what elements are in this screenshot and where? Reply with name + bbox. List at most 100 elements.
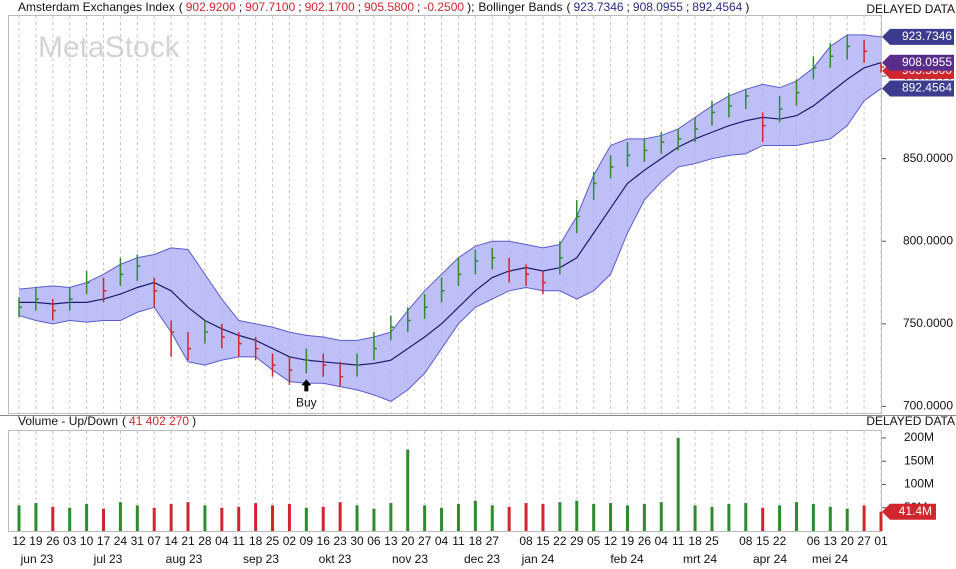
volume-bar	[592, 504, 596, 531]
x-tick-label: 07	[148, 534, 162, 548]
volume-bar	[828, 506, 832, 531]
title-value: 907.7100	[245, 0, 295, 14]
volume-bar	[490, 505, 494, 531]
x-tick-label: 18	[249, 534, 263, 548]
x-tick-label: 11	[232, 534, 245, 548]
title-value: 41 402 270	[129, 414, 189, 428]
volume-bar	[338, 502, 342, 531]
x-tick-label: 24	[114, 534, 128, 548]
x-tick-label: 11	[672, 534, 685, 548]
separator: ;	[686, 0, 689, 14]
volume-bar	[862, 505, 866, 531]
x-tick-label: 27	[486, 534, 500, 548]
watermark: MetaStock	[38, 31, 181, 64]
panel-title: Volume - Up/Down (41 402 270)	[18, 414, 196, 428]
x-tick-label: 21	[181, 534, 195, 548]
x-tick-label: 16	[317, 534, 331, 548]
volume-bar	[135, 505, 139, 531]
x-tick-label: 04	[655, 534, 669, 548]
month-label: dec 23	[464, 552, 500, 566]
x-tick-label: 11	[452, 534, 465, 548]
volume-bar	[118, 502, 122, 531]
x-tick-label: 23	[333, 534, 347, 548]
volume-bar	[727, 504, 731, 531]
x-tick-label: 19	[29, 534, 43, 548]
separator: ;	[298, 0, 301, 14]
y-tick-label: 750.0000	[903, 316, 953, 330]
volume-bar	[524, 503, 528, 531]
volume-bar	[321, 506, 325, 531]
x-tick-label: 20	[401, 534, 415, 548]
x-tick-label: 18	[688, 534, 702, 548]
month-label: mrt 24	[683, 552, 717, 566]
y-tick-label: 700.0000	[903, 399, 953, 413]
volume-bar	[51, 506, 55, 531]
volume-bar	[68, 507, 72, 531]
volume-bar	[34, 503, 38, 531]
volume-bar	[794, 502, 798, 531]
volume-bar	[659, 502, 663, 531]
volume-bar	[17, 505, 21, 531]
separator: ;	[471, 0, 474, 14]
month-label: feb 24	[610, 552, 644, 566]
value-tag	[882, 54, 954, 71]
x-tick-label: 22	[773, 534, 787, 548]
paren: )	[192, 414, 196, 428]
title-value: -0.2500	[423, 0, 464, 14]
x-tick-label: 09	[300, 534, 314, 548]
month-label: jan 24	[521, 552, 555, 566]
x-tick-label: 03	[63, 534, 77, 548]
volume-bar	[271, 505, 275, 531]
volume-bar	[220, 507, 224, 531]
volume-bar	[254, 503, 258, 531]
value-tag-label: 923.7346	[902, 29, 952, 43]
x-tick-label: 17	[97, 534, 111, 548]
delayed-label: DELAYED DATA	[866, 414, 955, 428]
volume-bar	[473, 500, 477, 531]
volume-bar	[456, 504, 460, 531]
volume-bar	[169, 504, 173, 531]
x-tick-label: 08	[739, 534, 753, 548]
paren: (	[566, 0, 570, 14]
volume-bar	[558, 502, 562, 531]
x-tick-label: 25	[705, 534, 719, 548]
y-tick-label: 150M	[904, 453, 934, 467]
volume-bar	[440, 507, 444, 531]
volume-bar	[625, 505, 629, 531]
month-label: sep 23	[243, 552, 279, 566]
panel-title: Amsterdam Exchanges Index(902.9200; 907.7…	[18, 0, 749, 14]
title-value: 902.9200	[186, 0, 236, 14]
title-text: Volume - Up/Down	[18, 414, 118, 428]
title-value: 923.7346	[573, 0, 623, 14]
x-tick-label: 15	[756, 534, 770, 548]
volume-bar	[355, 505, 359, 531]
band-area	[19, 34, 881, 402]
annotation-arrow	[301, 379, 312, 392]
title-value: 902.1700	[305, 0, 355, 14]
separator: ;	[627, 0, 630, 14]
volume-bar	[152, 507, 156, 531]
volume-bar	[744, 503, 748, 531]
month-label: jun 23	[20, 552, 54, 566]
x-tick-label: 20	[841, 534, 855, 548]
volume-bar	[811, 504, 815, 531]
volume-bar	[389, 503, 393, 531]
volume-bar	[676, 437, 680, 531]
separator: ;	[239, 0, 242, 14]
x-tick-label: 31	[131, 534, 145, 548]
x-tick-label: 18	[469, 534, 483, 548]
volume-bar	[575, 500, 579, 531]
x-tick-label: 06	[367, 534, 381, 548]
x-tick-label: 27	[418, 534, 432, 548]
volume-bar	[778, 505, 782, 531]
volume-bar	[761, 507, 765, 531]
month-label: aug 23	[166, 552, 203, 566]
value-tag	[882, 80, 954, 97]
volume-bar	[507, 506, 511, 531]
title-value: 905.5800	[364, 0, 414, 14]
x-tick-label: 13	[384, 534, 398, 548]
month-label: jul 23	[93, 552, 123, 566]
month-label: mei 24	[812, 552, 848, 566]
annotation-text: Buy	[296, 396, 317, 410]
x-tick-label: 19	[621, 534, 635, 548]
